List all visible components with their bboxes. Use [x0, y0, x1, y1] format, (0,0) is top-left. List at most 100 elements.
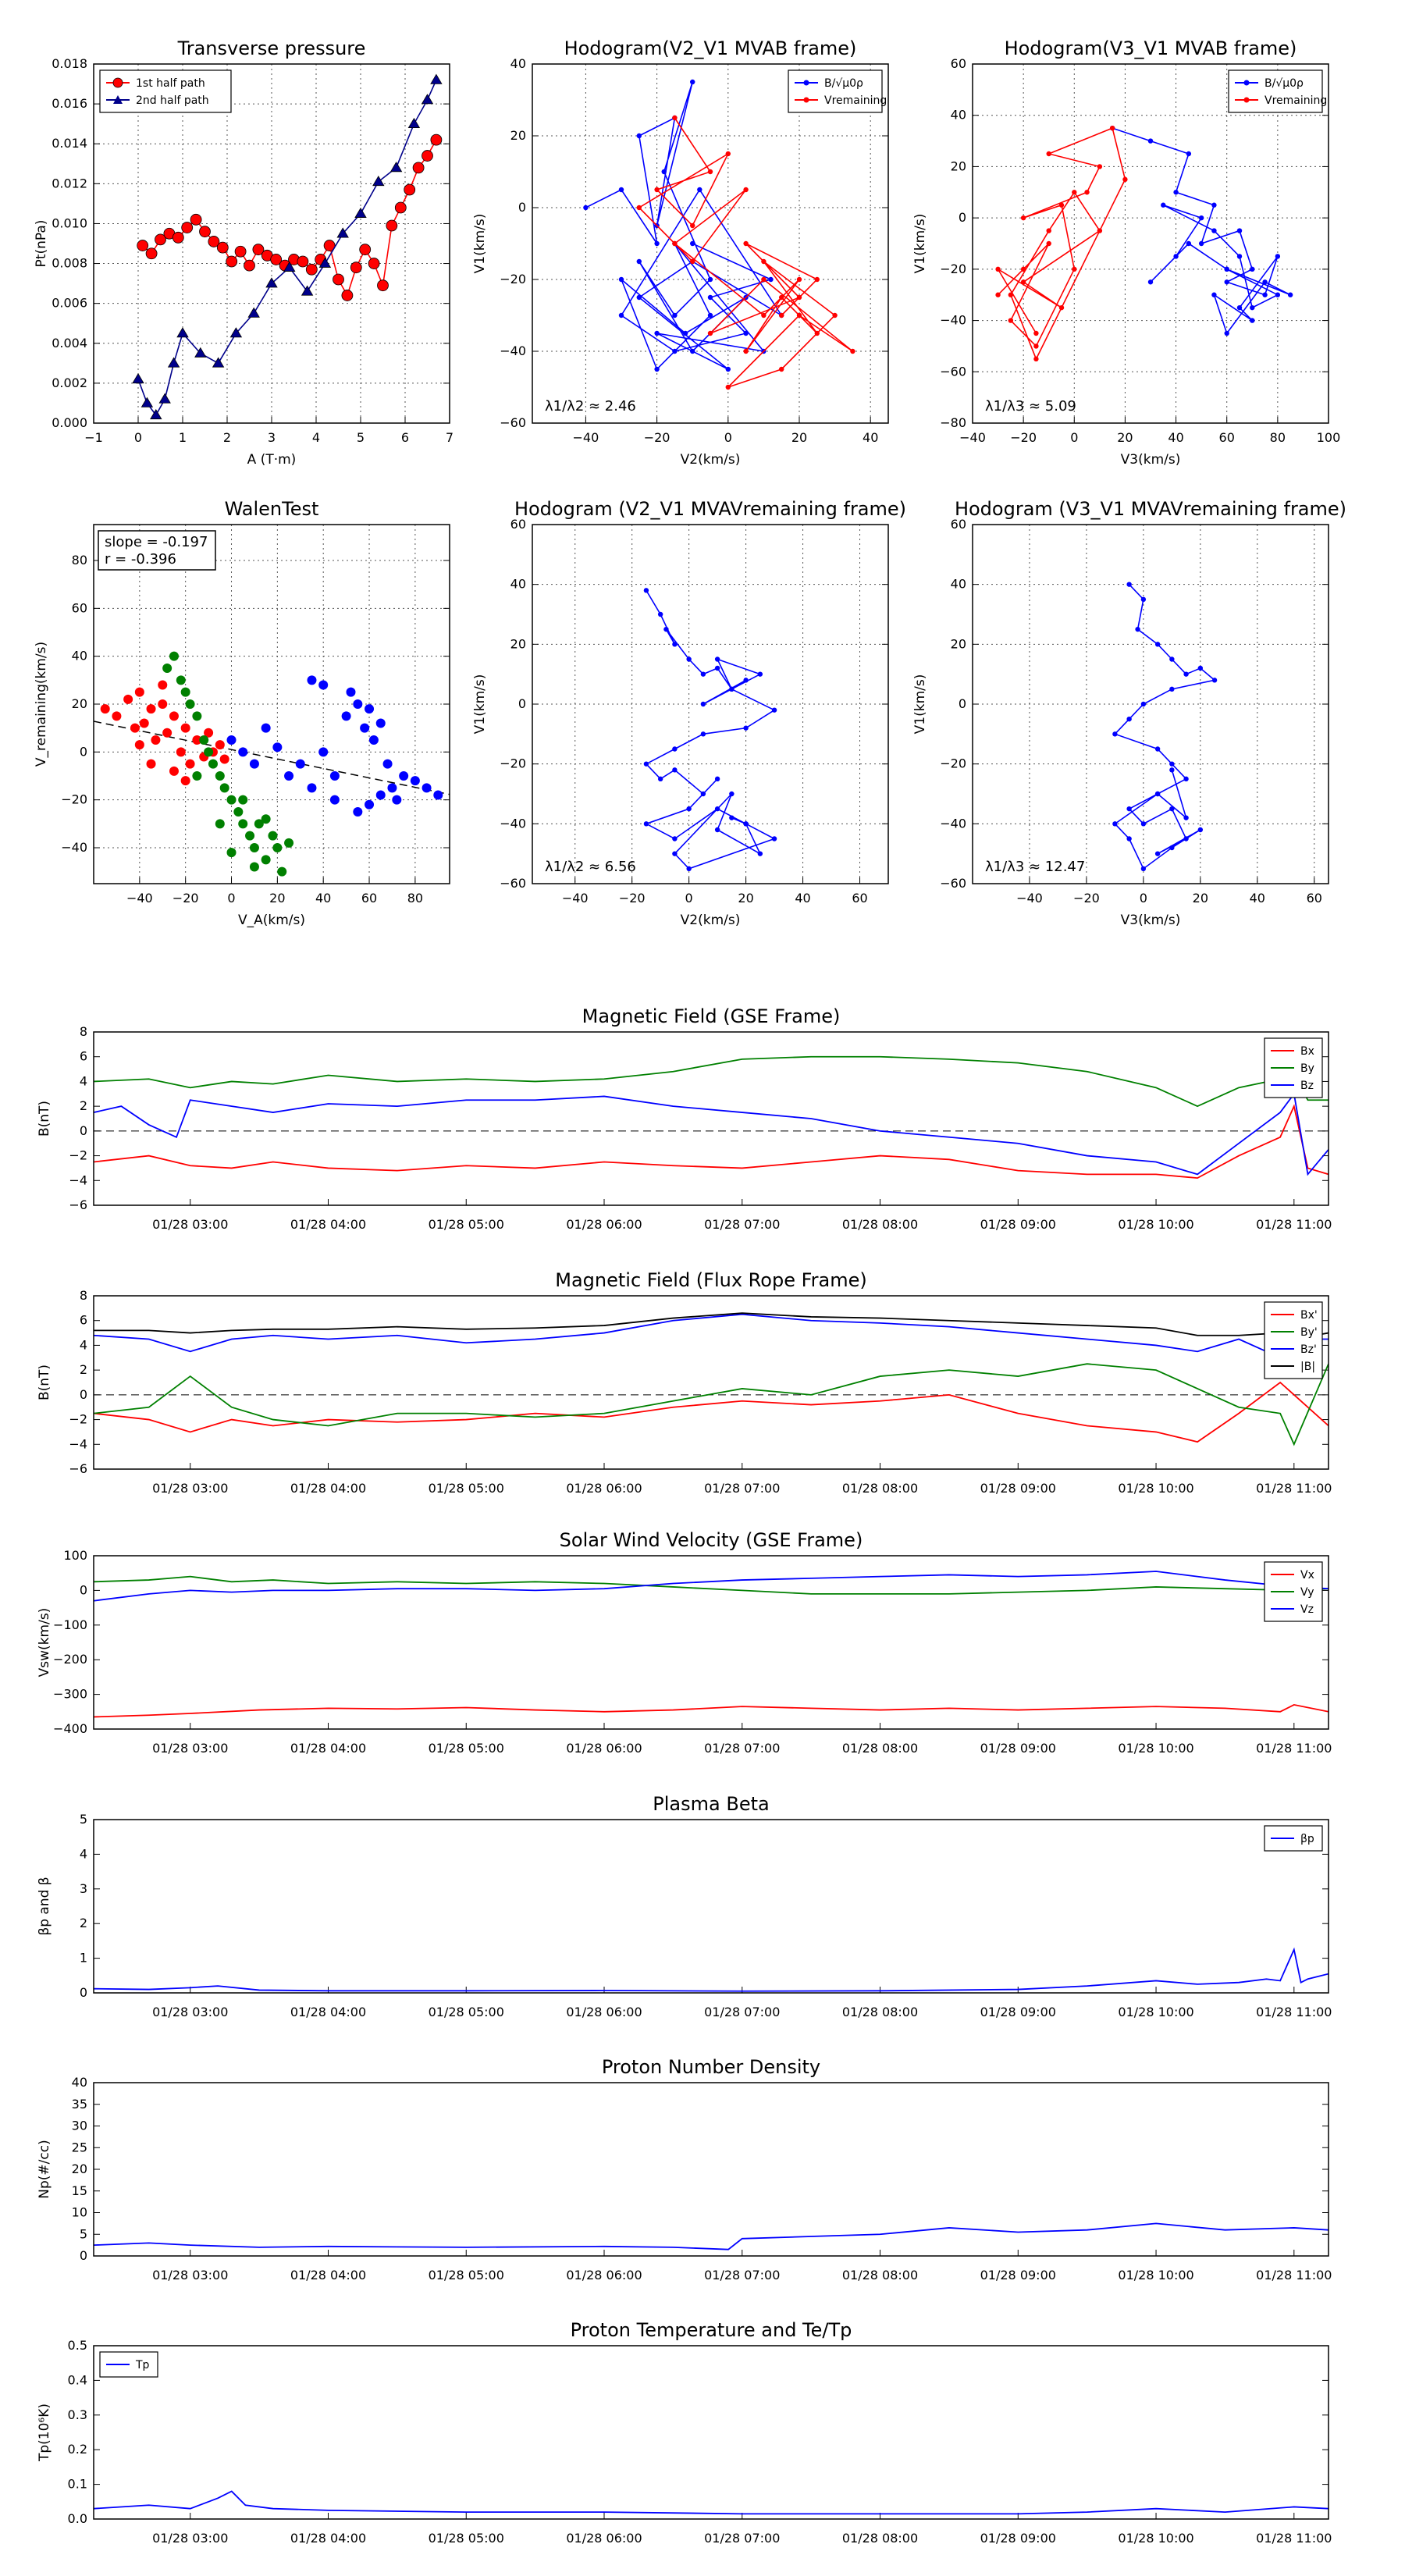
series-line-2: [94, 1571, 1329, 1602]
data-point: [672, 767, 678, 773]
x-tick-label: 40: [315, 891, 331, 906]
data-point: [350, 262, 362, 274]
data-point: [1169, 656, 1175, 662]
y-tick-label: −40: [500, 816, 526, 831]
data-point: [700, 731, 706, 737]
y-tick-label: −60: [940, 364, 966, 379]
y-tick-label: 5: [80, 1812, 87, 1827]
data-point: [654, 187, 660, 193]
y-tick-label: 8: [80, 1024, 87, 1039]
x-tick-label: 01/28 05:00: [429, 1481, 504, 1496]
y-tick-label: 0: [959, 210, 966, 225]
data-point: [238, 819, 248, 829]
data-point: [353, 699, 363, 709]
legend: B/√μ0ρ Vremaining: [1228, 69, 1327, 113]
x-tick-label: 20: [738, 891, 753, 906]
panel-hodogram-v3-v1-mvab: Hodogram(V3_V1 MVAB frame) −80 −60 −40 −20 0 2…: [912, 37, 1340, 468]
data-point: [743, 348, 749, 354]
data-point: [636, 258, 642, 265]
y-tick-label: −2: [69, 1412, 87, 1427]
plot-frame: [93, 2082, 1329, 2257]
data-point: [1169, 767, 1175, 773]
data-point: [657, 776, 663, 782]
data-point: [261, 814, 271, 824]
legend: B/√μ0ρ Vremaining: [788, 69, 887, 113]
x-tick-label: 20: [1193, 891, 1208, 906]
data-point: [204, 747, 214, 757]
y-axis-label: Pt(nPa): [34, 220, 49, 268]
data-point: [318, 747, 329, 757]
panel-proton-temperature: Proton Temperature and Te/Tp 0.0 0.1 0.2 0.3…: [37, 2319, 1332, 2546]
data-point: [234, 245, 247, 258]
data-point: [215, 771, 225, 781]
y-tick-label: 35: [72, 2097, 87, 2112]
data-point: [1140, 701, 1147, 707]
chart-title: Hodogram(V3_V1 MVAB frame): [1005, 37, 1297, 59]
y-tick-label: −20: [940, 756, 966, 771]
data-point: [1135, 626, 1140, 632]
data-point: [1173, 254, 1179, 259]
data-point: [130, 723, 140, 733]
data-point: [1140, 596, 1147, 603]
data-point: [229, 327, 243, 338]
data-point: [743, 240, 749, 247]
x-tick-label: 01/28 08:00: [842, 2005, 918, 2019]
data-point: [158, 393, 171, 404]
panel-solar-wind-velocity: Solar Wind Velocity (GSE Frame) −400 −300 −…: [37, 1529, 1332, 1756]
legend: 1st half path 2nd half path: [99, 69, 232, 113]
data-layer: [1112, 582, 1218, 872]
data-point: [1250, 304, 1255, 311]
chart-title: WalenTest: [225, 498, 319, 520]
data-point: [176, 327, 189, 338]
y-tick-label: 0: [959, 696, 966, 711]
panel-plasma-beta: Plasma Beta 0 1 2 3 4 5 01/28 03:00 01/28 04:00 0…: [37, 1793, 1332, 2019]
data-point: [1020, 215, 1026, 221]
data-point: [430, 133, 443, 146]
x-tick-label: 01/28 06:00: [566, 2268, 642, 2282]
data-point: [284, 771, 294, 781]
data-point: [995, 266, 1001, 272]
series-line-0: [1113, 584, 1216, 870]
y-tick-label: 0.006: [52, 296, 87, 311]
data-point: [1197, 665, 1204, 671]
data-point: [700, 701, 706, 707]
x-tick-label: 01/28 06:00: [566, 2531, 642, 2546]
stats-line: slope = -0.197: [105, 534, 208, 550]
data-point: [372, 175, 385, 187]
data-point: [1211, 678, 1218, 683]
data-point: [359, 244, 372, 256]
y-tick-label: 4: [80, 1846, 87, 1861]
data-point: [714, 827, 720, 833]
x-tick-label: 01/28 07:00: [704, 2268, 780, 2282]
data-point: [1072, 190, 1077, 195]
x-tick-label: 01/28 06:00: [566, 1741, 642, 1756]
y-tick-label: 0.000: [52, 415, 87, 430]
data-point: [244, 259, 255, 272]
y-tick-label: −40: [61, 840, 87, 855]
data-point: [1275, 292, 1281, 297]
series-line-0: [94, 2490, 1329, 2515]
data-point: [729, 815, 735, 820]
data-point: [1147, 138, 1154, 144]
data-point: [1147, 279, 1154, 285]
data-point: [1072, 266, 1077, 272]
y-tick-label: 0: [80, 1582, 87, 1597]
y-tick-label: 30: [72, 2119, 87, 2133]
x-tick-label: 60: [852, 891, 867, 906]
x-tick-label: 40: [795, 891, 810, 906]
y-tick-label: 0.014: [52, 136, 87, 151]
x-tick-label: 01/28 10:00: [1118, 1481, 1193, 1496]
x-tick-label: 20: [791, 430, 807, 445]
data-point: [329, 795, 340, 805]
panel-transverse-pressure: Transverse pressure 0.000 0.002 0.004 0.006 0…: [34, 37, 454, 468]
y-tick-label: −40: [940, 816, 966, 831]
data-point: [212, 357, 225, 368]
data-point: [672, 115, 678, 121]
y-tick-label: 0: [80, 744, 87, 759]
x-tick-label: −20: [619, 891, 646, 906]
data-point: [365, 799, 375, 809]
data-point: [265, 277, 278, 288]
data-point: [1008, 292, 1014, 297]
y-tick-label: 2: [80, 1362, 87, 1377]
series-line-0: [94, 1703, 1329, 1718]
